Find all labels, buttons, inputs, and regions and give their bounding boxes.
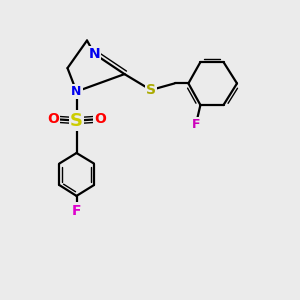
Text: O: O xyxy=(94,112,106,126)
Text: S: S xyxy=(146,83,156,97)
Text: F: F xyxy=(192,118,200,131)
Text: O: O xyxy=(47,112,59,126)
Text: N: N xyxy=(89,47,100,61)
Text: F: F xyxy=(72,204,81,218)
Text: N: N xyxy=(71,85,82,98)
Text: S: S xyxy=(70,112,83,130)
